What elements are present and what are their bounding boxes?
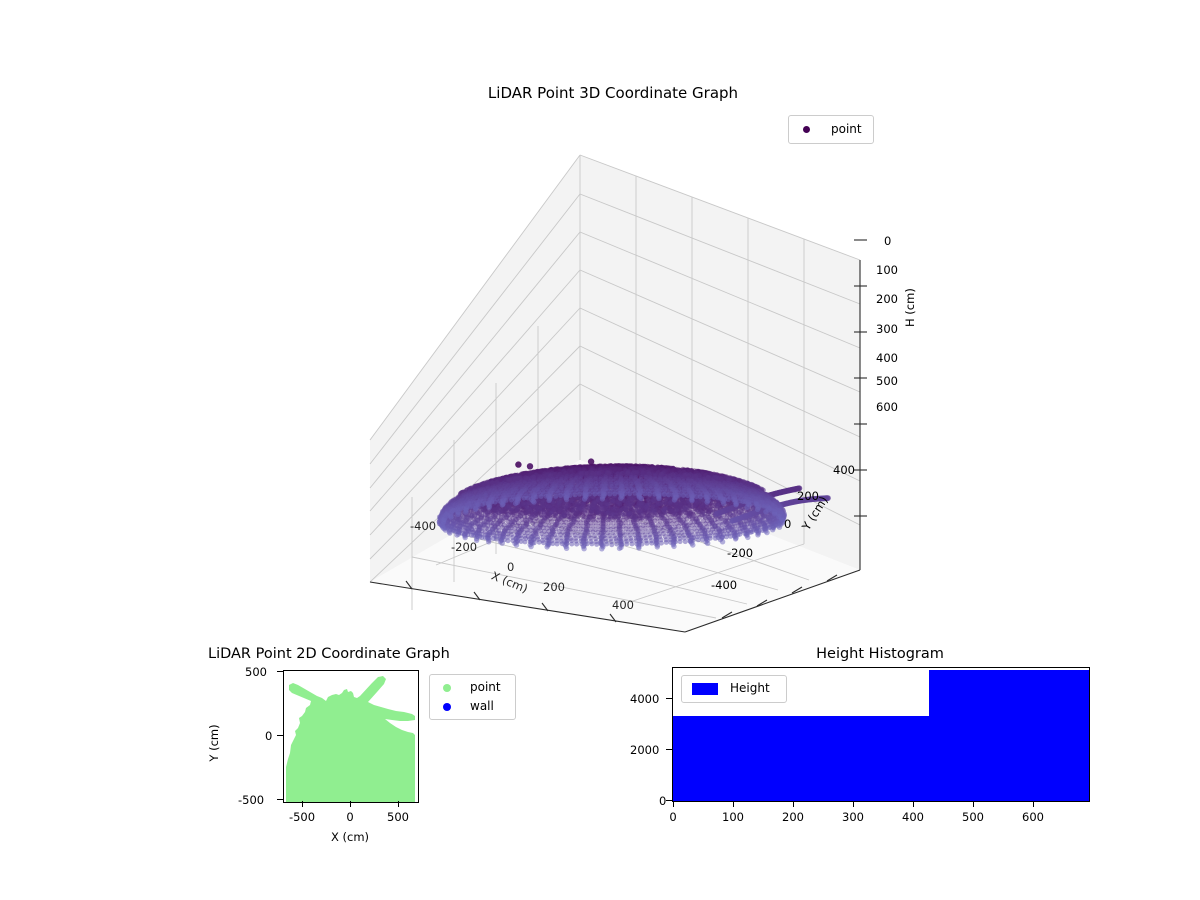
axis-y-tick--400: -400 bbox=[711, 578, 737, 592]
axis-x-tick--400: -400 bbox=[410, 519, 436, 533]
axis-2d-xtick-500: 500 bbox=[387, 810, 409, 824]
axis-y-tick-0: 0 bbox=[784, 517, 791, 531]
axis-2d-ytick--500: -500 bbox=[238, 793, 264, 807]
axis-hist-xtick-300: 300 bbox=[842, 810, 864, 824]
axes-2d[interactable] bbox=[283, 670, 419, 803]
axis-hist-ytick-0: 0 bbox=[659, 794, 666, 808]
axis-2d-xtick-0: 0 bbox=[346, 810, 353, 824]
axis-hist-xtick-mark-0 bbox=[673, 801, 674, 807]
axis-hist-ytick-mark-0 bbox=[666, 800, 672, 801]
axis-2d-ytick-500: 500 bbox=[245, 665, 267, 679]
axis-hist-ytick-2000: 2000 bbox=[630, 743, 659, 757]
axis-z-tick-100: 100 bbox=[876, 263, 898, 277]
legend-2d-wall-label: wall bbox=[470, 699, 494, 713]
axis-y-tick-400: 400 bbox=[833, 463, 855, 477]
hist-bar-0 bbox=[673, 716, 929, 801]
axis-hist-ytick-mark-2000 bbox=[666, 749, 672, 750]
axis-x-tick-0: 0 bbox=[507, 560, 514, 574]
legend-2d-point-marker-icon bbox=[443, 684, 451, 692]
axis-hist-xtick-mark-500 bbox=[973, 801, 974, 807]
axis-2d-x-label: X (cm) bbox=[331, 830, 369, 844]
axis-y-tick--200: -200 bbox=[727, 546, 753, 560]
axis-z-tick-600: 600 bbox=[876, 400, 898, 414]
legend-hist-height-swatch-icon bbox=[692, 683, 718, 695]
axis-2d-xtick--500: -500 bbox=[289, 810, 315, 824]
axis-hist-xtick-200: 200 bbox=[782, 810, 804, 824]
axis-hist-xtick-400: 400 bbox=[902, 810, 924, 824]
axis-z-tick-0: 0 bbox=[884, 234, 891, 248]
axis-hist-ytick-4000: 4000 bbox=[630, 692, 659, 706]
axis-x-tick-400: 400 bbox=[612, 598, 634, 612]
legend-hist-height-label: Height bbox=[730, 681, 770, 695]
legend-2d: point wall bbox=[429, 674, 516, 720]
legend-histogram: Height bbox=[681, 675, 787, 703]
axis-z-tick-300: 300 bbox=[876, 322, 898, 336]
panel-3d-title: LiDAR Point 3D Coordinate Graph bbox=[488, 84, 738, 102]
axis-x-tick-200: 200 bbox=[543, 580, 565, 594]
matplotlib-figure: LiDAR Point 3D Coordinate Graph point bbox=[0, 0, 1200, 900]
axis-2d-xtick-mark-500 bbox=[398, 801, 399, 807]
axis-x-tick--200: -200 bbox=[451, 540, 477, 554]
hist-bar-1 bbox=[929, 670, 1089, 801]
panel-2d-title: LiDAR Point 2D Coordinate Graph bbox=[208, 646, 450, 662]
legend-3d-point-label: point bbox=[831, 122, 862, 136]
axis-hist-xtick-mark-200 bbox=[793, 801, 794, 807]
axes-3d[interactable] bbox=[340, 140, 900, 640]
axis-2d-xtick-mark-0 bbox=[350, 801, 351, 807]
axis-hist-xtick-0: 0 bbox=[669, 810, 676, 824]
axis-z-tick-500: 500 bbox=[876, 374, 898, 388]
panel-hist-title: Height Histogram bbox=[816, 646, 944, 662]
legend-2d-wall-marker-icon bbox=[443, 703, 451, 711]
axis-2d-ytick-mark-0 bbox=[277, 735, 283, 736]
axis-hist-ytick-mark-4000 bbox=[666, 698, 672, 699]
axis-hist-xtick-100: 100 bbox=[722, 810, 744, 824]
axis-hist-xtick-600: 600 bbox=[1022, 810, 1044, 824]
axis-hist-xtick-mark-600 bbox=[1033, 801, 1034, 807]
axis-hist-xtick-mark-100 bbox=[733, 801, 734, 807]
lidar-3d-point-cloud bbox=[340, 140, 900, 640]
axis-2d-ytick-mark-500 bbox=[277, 671, 283, 672]
lidar-2d-point-blob bbox=[284, 671, 418, 802]
axis-hist-xtick-500: 500 bbox=[962, 810, 984, 824]
axis-z-label: H (cm) bbox=[903, 288, 917, 327]
axis-hist-xtick-mark-400 bbox=[913, 801, 914, 807]
axis-2d-ytick-0: 0 bbox=[265, 729, 272, 743]
axis-z-tick-200: 200 bbox=[876, 292, 898, 306]
legend-2d-point-label: point bbox=[470, 680, 501, 694]
legend-3d-point-marker-icon bbox=[803, 126, 810, 133]
axis-2d-xtick-mark--500 bbox=[302, 801, 303, 807]
axis-hist-xtick-mark-300 bbox=[853, 801, 854, 807]
axis-2d-y-label: Y (cm) bbox=[207, 724, 221, 761]
axis-2d-ytick-mark--500 bbox=[277, 799, 283, 800]
axis-z-tick-400: 400 bbox=[876, 351, 898, 365]
